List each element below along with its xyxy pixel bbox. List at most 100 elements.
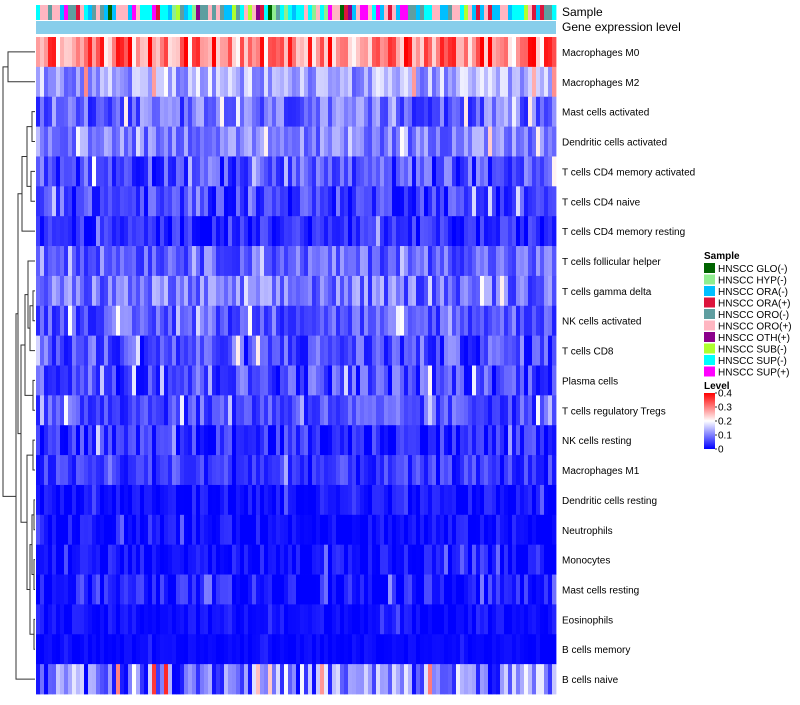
heatmap-cell [108, 186, 113, 217]
heatmap-cell [40, 275, 45, 307]
sample-annotation-cell [204, 5, 209, 20]
heatmap-cell [400, 484, 405, 516]
heatmap-cell [84, 66, 89, 98]
heatmap-cell [264, 37, 269, 68]
heatmap-cell [248, 455, 253, 486]
heatmap-cell [248, 305, 253, 337]
heatmap-cell [104, 37, 109, 68]
heatmap-cell [76, 664, 81, 695]
heatmap-cell [432, 305, 437, 337]
heatmap-cell [328, 156, 333, 187]
heatmap-cell [416, 246, 421, 277]
heatmap-cell [92, 126, 97, 157]
heatmap-cell [44, 395, 49, 426]
heatmap-cell [264, 514, 269, 546]
heatmap-cell [356, 664, 361, 695]
heatmap-cell [104, 604, 109, 635]
heatmap-cell [496, 484, 501, 516]
heatmap-cell [464, 604, 469, 635]
sample-annotation-cell [156, 5, 161, 20]
heatmap-cell [160, 395, 165, 426]
heatmap-cell [184, 455, 189, 486]
sample-legend-swatch [704, 355, 715, 365]
heatmap-cell [244, 484, 249, 516]
heatmap-cell [116, 305, 121, 337]
sample-annotation-cell [280, 5, 285, 20]
heatmap-cell [112, 216, 117, 247]
heatmap-cell [516, 37, 521, 68]
heatmap-cell [228, 664, 233, 695]
heatmap-cell [228, 156, 233, 187]
heatmap-cell [496, 425, 501, 456]
heatmap-cell [340, 335, 345, 366]
heatmap-cell [424, 604, 429, 635]
heatmap-cell [356, 455, 361, 486]
heatmap-cell [140, 37, 145, 68]
heatmap-cell [84, 664, 89, 695]
heatmap-cell [512, 425, 517, 456]
heatmap-cell [228, 335, 233, 366]
heatmap-cell [256, 574, 261, 605]
heatmap-cell [220, 37, 225, 68]
annotation-label-sample: Sample [562, 5, 603, 19]
heatmap-cell [500, 246, 505, 277]
heatmap-cell [356, 37, 361, 68]
heatmap-cell [248, 425, 253, 456]
heatmap-cell [268, 634, 273, 665]
heatmap-cell [432, 425, 437, 456]
heatmap-cell [320, 455, 325, 486]
heatmap-cell [464, 96, 469, 127]
heatmap-cell [132, 96, 137, 127]
heatmap-cell [128, 544, 133, 575]
heatmap-cell [40, 484, 45, 516]
heatmap-cell [320, 574, 325, 605]
heatmap-cell [432, 96, 437, 127]
heatmap-cell [104, 514, 109, 546]
heatmap-cell [116, 37, 121, 68]
heatmap-cell [164, 156, 169, 187]
heatmap-cell [292, 216, 297, 247]
heatmap-cell [340, 96, 345, 127]
heatmap-cell [164, 484, 169, 516]
heatmap-cell [548, 66, 553, 98]
heatmap-cell [420, 246, 425, 277]
dendrogram-branch [32, 290, 35, 322]
heatmap-cell [260, 126, 265, 157]
heatmap-cell [472, 484, 477, 516]
heatmap-cell [428, 305, 433, 337]
heatmap-cell [388, 514, 393, 546]
heatmap-cell [456, 455, 461, 486]
sample-annotation-cell [84, 5, 89, 20]
heatmap-cell [132, 66, 137, 98]
heatmap-cell [540, 66, 545, 98]
heatmap-cell [184, 425, 189, 456]
sample-annotation-cell [40, 5, 45, 20]
heatmap-cell [284, 544, 289, 575]
heatmap-cell [408, 126, 413, 157]
heatmap-cell [276, 66, 281, 98]
heatmap-cell [340, 66, 345, 98]
heatmap-cell [488, 634, 493, 665]
heatmap-cell [436, 335, 441, 366]
heatmap-cell [352, 455, 357, 486]
heatmap-cell [188, 544, 193, 575]
heatmap-cell [132, 604, 137, 635]
heatmap-cell [536, 66, 541, 98]
heatmap-cell [124, 484, 129, 516]
heatmap-cell [108, 216, 113, 247]
heatmap-cell [480, 574, 485, 605]
heatmap-cell [228, 574, 233, 605]
heatmap-cell [36, 66, 41, 98]
heatmap-cell [276, 395, 281, 426]
heatmap-cell [500, 514, 505, 546]
heatmap-cell [448, 96, 453, 127]
sample-annotation-cell [152, 5, 157, 20]
heatmap-cell [424, 335, 429, 366]
heatmap-cell [420, 634, 425, 665]
heatmap-cell [100, 186, 105, 217]
sample-annotation-cell [72, 5, 77, 20]
heatmap-cell [372, 604, 377, 635]
heatmap-cell [288, 455, 293, 486]
heatmap-cell [80, 305, 85, 337]
heatmap-cell [76, 156, 81, 187]
